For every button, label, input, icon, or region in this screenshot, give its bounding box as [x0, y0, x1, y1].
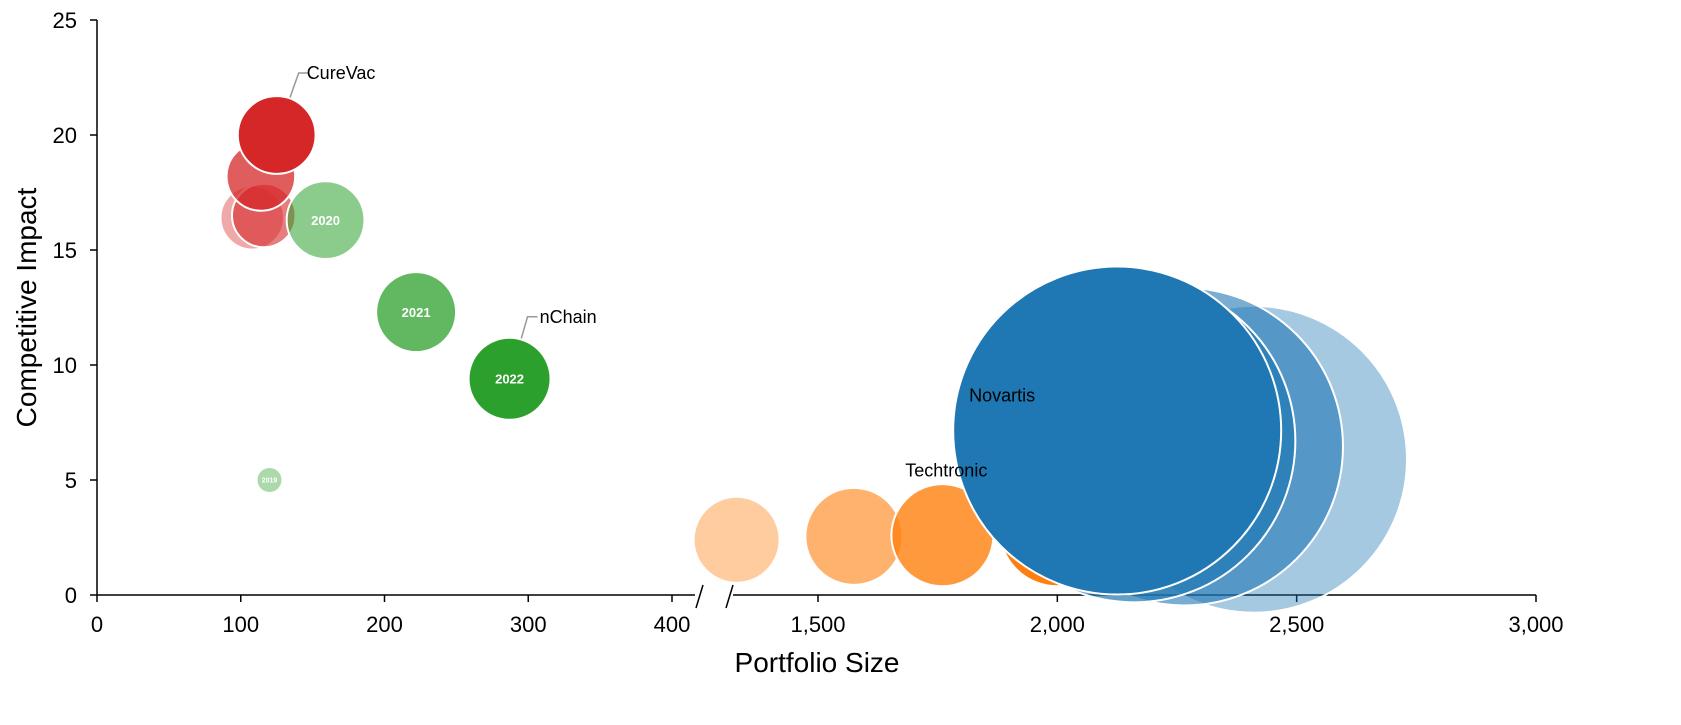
bubble-nchain: [285, 180, 366, 260]
x-tick-label: 3,000: [1508, 612, 1563, 637]
axis-break-mark: [695, 584, 704, 609]
axis-break-mark: [725, 584, 734, 609]
bubble-year-label: 2021: [402, 305, 431, 320]
y-tick-label: 0: [65, 583, 77, 608]
bubble-nchain: [467, 336, 552, 421]
bubble-year-label: 2020: [311, 213, 340, 228]
x-tick-label: 0: [91, 612, 103, 637]
annotation-label: Novartis: [969, 386, 1035, 406]
bubble-nchain: [255, 466, 284, 494]
x-tick-label: 200: [366, 612, 403, 637]
bubble-year-label: 2019: [262, 478, 278, 485]
bubble-techtronic: [804, 486, 904, 586]
bubble-novartis: [952, 265, 1283, 596]
x-tick-label: 300: [510, 612, 547, 637]
y-axis-title: Competitive Impact: [11, 187, 42, 427]
x-tick-label: 2,500: [1269, 612, 1324, 637]
x-axis-title: Portfolio Size: [735, 647, 900, 678]
bubbles: [219, 95, 1408, 614]
y-tick-label: 10: [53, 353, 77, 378]
y-tick-label: 15: [53, 238, 77, 263]
x-tick-label: 1,500: [790, 612, 845, 637]
y-tick-label: 5: [65, 468, 77, 493]
y-tick-label: 20: [53, 123, 77, 148]
y-tick-label: 25: [53, 8, 77, 33]
annotation-label: CureVac: [307, 63, 376, 83]
bubble-nchain: [375, 271, 458, 354]
x-tick-label: 100: [222, 612, 259, 637]
bubble-techtronic: [692, 495, 781, 584]
annotation-label: Techtronic: [905, 460, 987, 480]
x-tick-label: 2,000: [1030, 612, 1085, 637]
labels: 2019 2020 2021 2022 CureVac nChain Novartis Tec…: [262, 63, 1035, 485]
bubble-curevac: [236, 95, 317, 175]
bubble-year-label: 2022: [495, 371, 524, 386]
axes: 0 5 10 15 20 25 0 100 200 300 400 1,500 2,000 2,500 3,…: [11, 8, 1564, 678]
annotation-label: nChain: [540, 307, 597, 327]
x-tick-label: 400: [654, 612, 691, 637]
